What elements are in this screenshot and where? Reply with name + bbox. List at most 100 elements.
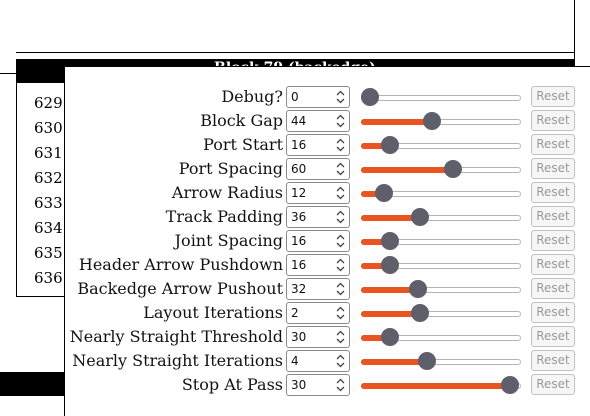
arrow-radius-input[interactable]: 12 — [286, 182, 350, 204]
line-number: 631 — [34, 144, 63, 162]
slider-fill — [361, 335, 390, 341]
layout-iterations-reset-button[interactable]: Reset — [531, 302, 575, 323]
stop-at-pass-slider[interactable] — [361, 376, 521, 394]
line-number: 635 — [34, 244, 63, 262]
joint-spacing-input[interactable]: 16 — [286, 230, 350, 252]
setting-row-layout-iterations: Layout Iterations 2 Reset — [65, 301, 590, 325]
backedge-arrow-pushout-input[interactable]: 32 — [286, 278, 350, 300]
setting-label: Joint Spacing — [174, 231, 283, 250]
slider-thumb[interactable] — [380, 136, 399, 154]
setting-label: Track Padding — [165, 207, 283, 226]
port-start-value: 16 — [291, 138, 307, 152]
block-gap-slider[interactable] — [361, 112, 521, 130]
slider-thumb[interactable] — [418, 352, 437, 370]
slider-thumb[interactable] — [380, 328, 399, 346]
spinner-arrows-icon[interactable] — [335, 305, 346, 321]
setting-label: Stop At Pass — [181, 375, 283, 394]
header-arrow-pushdown-input[interactable]: 16 — [286, 254, 350, 276]
background-block-bar — [0, 372, 64, 396]
slider-track[interactable] — [361, 95, 521, 101]
port-start-slider[interactable] — [361, 136, 521, 154]
spinner-arrows-icon[interactable] — [335, 113, 346, 129]
nearly-straight-iterations-reset-button[interactable]: Reset — [531, 350, 575, 371]
spinner-arrows-icon[interactable] — [335, 209, 346, 225]
debug-slider[interactable] — [361, 88, 521, 106]
port-spacing-input[interactable]: 60 — [286, 158, 350, 180]
slider-thumb[interactable] — [501, 376, 519, 394]
setting-label: Nearly Straight Iterations — [72, 351, 283, 370]
debug-input[interactable]: 0 — [286, 86, 350, 108]
nearly-straight-iterations-slider[interactable] — [361, 352, 521, 370]
nearly-straight-threshold-input[interactable]: 30 — [286, 326, 350, 348]
setting-row-header-arrow-pushdown: Header Arrow Pushdown 16 Reset — [65, 253, 590, 277]
setting-row-track-padding: Track Padding 36 Reset — [65, 205, 590, 229]
block-gap-input[interactable]: 44 — [286, 110, 350, 132]
track-padding-input[interactable]: 36 — [286, 206, 350, 228]
backedge-arrow-pushout-value: 32 — [291, 282, 307, 296]
header-arrow-pushdown-reset-button[interactable]: Reset — [531, 254, 575, 275]
spinner-arrows-icon[interactable] — [335, 257, 346, 273]
nearly-straight-iterations-value: 4 — [291, 354, 299, 368]
backedge-arrow-pushout-reset-button[interactable]: Reset — [531, 278, 575, 299]
spinner-arrows-icon[interactable] — [335, 353, 346, 369]
block-gap-reset-button[interactable]: Reset — [531, 110, 575, 131]
slider-fill — [361, 383, 510, 389]
setting-label: Block Gap — [200, 111, 283, 130]
spinner-arrows-icon[interactable] — [335, 161, 346, 177]
spinner-arrows-icon[interactable] — [335, 377, 346, 393]
code-block — [16, 74, 64, 297]
nearly-straight-threshold-slider[interactable] — [361, 328, 521, 346]
joint-spacing-reset-button[interactable]: Reset — [531, 230, 575, 251]
spinner-arrows-icon[interactable] — [335, 281, 346, 297]
slider-thumb[interactable] — [411, 208, 430, 226]
line-number: 634 — [34, 219, 63, 237]
arrow-radius-slider[interactable] — [361, 184, 521, 202]
nearly-straight-threshold-reset-button[interactable]: Reset — [531, 326, 575, 347]
setting-row-joint-spacing: Joint Spacing 16 Reset — [65, 229, 590, 253]
spinner-arrows-icon[interactable] — [335, 233, 346, 249]
arrow-radius-reset-button[interactable]: Reset — [531, 182, 575, 203]
stop-at-pass-input[interactable]: 30 — [286, 374, 350, 396]
track-padding-reset-button[interactable]: Reset — [531, 206, 575, 227]
debug-reset-button[interactable]: Reset — [531, 86, 575, 107]
setting-row-backedge-arrow-pushout: Backedge Arrow Pushout 32 Reset — [65, 277, 590, 301]
block-gap-value: 44 — [291, 114, 307, 128]
slider-fill — [361, 263, 390, 269]
header-arrow-pushdown-slider[interactable] — [361, 256, 521, 274]
slider-thumb[interactable] — [443, 160, 462, 178]
slider-thumb[interactable] — [422, 112, 441, 130]
slider-thumb[interactable] — [375, 184, 393, 202]
slider-fill — [361, 119, 432, 125]
spinner-arrows-icon[interactable] — [335, 137, 346, 153]
slider-thumb[interactable] — [411, 304, 430, 322]
layout-iterations-input[interactable]: 2 — [286, 302, 350, 324]
background-left-rule — [0, 73, 16, 74]
stop-at-pass-reset-button[interactable]: Reset — [531, 374, 575, 395]
backedge-arrow-pushout-slider[interactable] — [361, 280, 521, 298]
spinner-arrows-icon[interactable] — [335, 329, 346, 345]
line-number: 632 — [34, 169, 63, 187]
joint-spacing-value: 16 — [291, 234, 307, 248]
stop-at-pass-value: 30 — [291, 378, 307, 392]
slider-thumb[interactable] — [380, 256, 399, 274]
line-number: 636 — [34, 269, 63, 287]
port-start-reset-button[interactable]: Reset — [531, 134, 575, 155]
slider-thumb[interactable] — [380, 232, 399, 250]
joint-spacing-slider[interactable] — [361, 232, 521, 250]
setting-label: Backedge Arrow Pushout — [77, 279, 283, 298]
slider-thumb[interactable] — [361, 88, 379, 106]
spinner-arrows-icon[interactable] — [335, 89, 346, 105]
nearly-straight-iterations-input[interactable]: 4 — [286, 350, 350, 372]
layout-iterations-slider[interactable] — [361, 304, 521, 322]
port-start-input[interactable]: 16 — [286, 134, 350, 156]
spinner-arrows-icon[interactable] — [335, 185, 346, 201]
setting-row-nearly-straight-iterations: Nearly Straight Iterations 4 Reset — [65, 349, 590, 373]
nearly-straight-threshold-value: 30 — [291, 330, 307, 344]
port-spacing-reset-button[interactable]: Reset — [531, 158, 575, 179]
port-spacing-slider[interactable] — [361, 160, 521, 178]
slider-fill — [361, 215, 421, 221]
slider-thumb[interactable] — [408, 280, 427, 298]
setting-label: Layout Iterations — [143, 303, 283, 322]
track-padding-slider[interactable] — [361, 208, 521, 226]
slider-fill — [361, 239, 390, 245]
